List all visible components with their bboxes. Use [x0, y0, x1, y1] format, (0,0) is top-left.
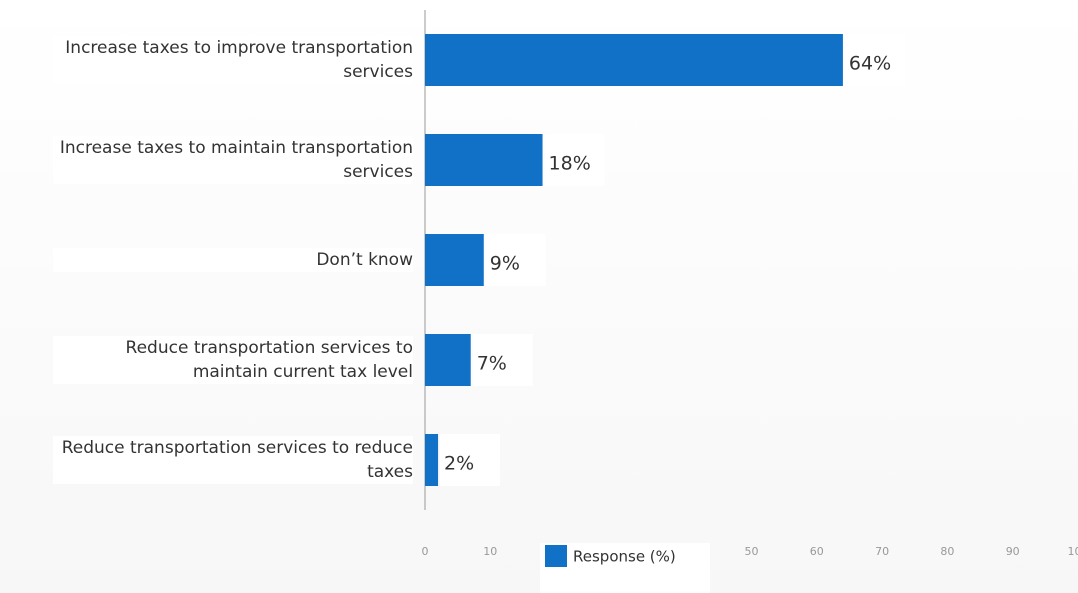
x-tick-label: 90 [1006, 545, 1020, 558]
x-tick-label: 80 [940, 545, 954, 558]
value-label: 9% [490, 253, 520, 275]
x-tick-label: 10 [483, 545, 497, 558]
label-bg [844, 34, 905, 86]
label-bg [485, 234, 546, 286]
y-tick-label: Reduce transportation services to reduce… [53, 436, 413, 484]
value-label: 64% [849, 53, 891, 75]
x-tick-label: 100 [1068, 545, 1078, 558]
x-tick-label: 60 [810, 545, 824, 558]
y-tick-label: Increase taxes to improve transportation… [53, 36, 413, 84]
legend-bg [540, 543, 710, 593]
y-tick-label: Reduce transportation services to mainta… [53, 336, 413, 384]
bar [425, 234, 484, 286]
x-tick-label: 50 [745, 545, 759, 558]
bar [425, 134, 543, 186]
value-label: 7% [477, 353, 507, 375]
value-label: 18% [549, 153, 591, 175]
bar [425, 334, 471, 386]
label-bg [544, 134, 605, 186]
bar [425, 34, 843, 86]
label-bg [440, 434, 501, 486]
x-tick-label: 70 [875, 545, 889, 558]
y-tick-label: Increase taxes to maintain transportatio… [53, 136, 413, 184]
label-bg [472, 334, 533, 386]
value-label: 2% [444, 453, 474, 475]
y-tick-label: Don’t know [53, 248, 413, 272]
legend-label: Response (%) [573, 548, 676, 566]
bar [425, 434, 439, 486]
x-tick-label: 0 [422, 545, 429, 558]
legend-swatch [545, 545, 567, 567]
